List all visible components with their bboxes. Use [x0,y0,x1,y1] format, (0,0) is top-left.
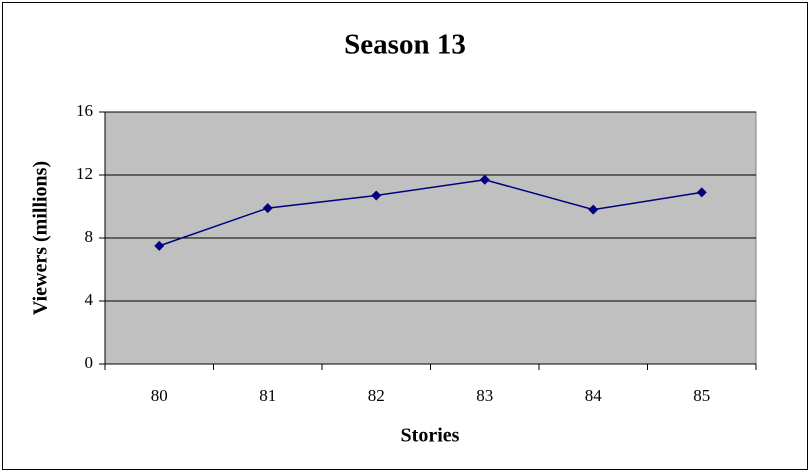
x-tick-label: 83 [476,386,493,405]
data-point [371,190,382,201]
x-tick-label: 82 [368,386,385,405]
data-point [154,240,165,251]
x-tick-label: 85 [693,386,710,405]
y-tick-label: 8 [85,227,94,246]
y-tick-label: 0 [85,353,94,372]
y-tick-label: 4 [85,290,94,309]
x-axis-label: Stories [401,425,460,447]
data-point [696,187,707,198]
x-tick-label: 84 [585,386,603,405]
y-tick-label: 12 [76,164,93,183]
data-point [262,203,273,214]
chart-title: Season 13 [344,29,466,61]
x-tick-label: 80 [151,386,168,405]
y-axis-label: Viewers (millions) [30,161,52,315]
y-tick-label: 16 [76,101,93,120]
data-line [159,178,702,247]
x-tick-label: 81 [259,386,276,405]
data-point [479,174,490,185]
data-point [588,204,599,215]
